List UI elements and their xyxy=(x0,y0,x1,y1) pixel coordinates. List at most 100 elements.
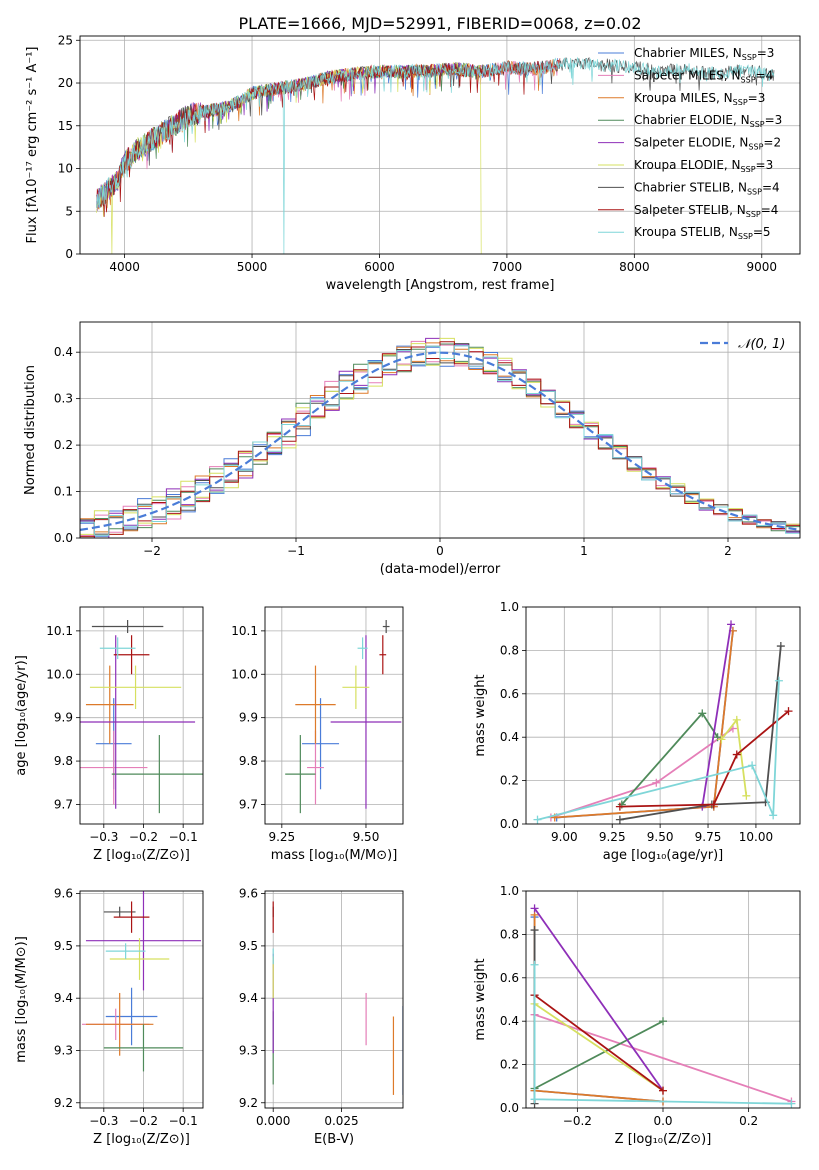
x-axis-label: mass [log₁₀(M/M⊙)] xyxy=(271,848,398,863)
plot-area xyxy=(272,901,403,1095)
legend-text: Kroupa STELIB, N xyxy=(634,225,738,239)
x-tick-label: −0.3 xyxy=(89,830,118,844)
axes-frame xyxy=(79,606,204,825)
x-tick-label: 0.0 xyxy=(653,1114,672,1128)
weight-line xyxy=(621,711,719,806)
y-tick-label: 0.8 xyxy=(500,927,519,941)
weight-line xyxy=(534,994,664,1092)
legend-label: Chabrier STELIB, NSSP=4 xyxy=(634,180,780,196)
axes-frame xyxy=(264,606,404,825)
x-tick-label: 9.25 xyxy=(268,830,295,844)
x-tick-label: −0.2 xyxy=(563,1114,592,1128)
y-tick-label: 9.6 xyxy=(54,887,73,901)
x-tick-label: 4000 xyxy=(109,260,140,274)
y-tick-label: 9.4 xyxy=(54,991,73,1005)
normal-curve xyxy=(80,351,800,531)
legend-text: Kroupa ELODIE, N xyxy=(634,158,741,172)
legend-text: Kroupa MILES, N xyxy=(634,91,733,105)
weight-marker xyxy=(530,904,539,913)
plot-area xyxy=(96,56,775,254)
legend-label: Salpeter STELIB, NSSP=4 xyxy=(634,203,778,219)
legend-text: Salpeter ELODIE, N xyxy=(634,136,748,150)
x-axis-label: wavelength [Angstrom, rest frame] xyxy=(326,278,555,293)
y-tick-label: 1.0 xyxy=(500,884,519,898)
legend-text: Salpeter STELIB, N xyxy=(634,203,746,217)
x-tick-label: 9.25 xyxy=(599,830,626,844)
residuals-axes: −2 −1 0 1 2 0.0 0.1 0.2 0.3 0.4 (data-model)/error… xyxy=(23,321,801,577)
y-tick-label: 0.2 xyxy=(54,438,73,452)
y-tick-label: 9.2 xyxy=(239,1096,258,1110)
weight-marker xyxy=(533,815,542,824)
weight-marker xyxy=(732,750,741,759)
weight_vs_Z-axes: −0.2 0.0 0.2 0.0 0.2 0.4 0.6 0.8 1.0 Z [log₁₀(Z/Z… xyxy=(473,884,801,1147)
weight-line xyxy=(720,717,748,796)
x-tick-label: −1 xyxy=(287,544,305,558)
x-tick-label: −0.2 xyxy=(129,830,158,844)
weight-marker xyxy=(776,642,785,651)
legend-subscript: SSP xyxy=(741,165,756,174)
weight-line xyxy=(534,1020,664,1090)
legend-subscript: SSP xyxy=(733,98,748,107)
weight-line xyxy=(533,914,664,1103)
axes-frame xyxy=(79,890,204,1109)
weight-marker xyxy=(784,707,793,716)
legend-label: Kroupa MILES, NSSP=3 xyxy=(634,91,765,107)
y-tick-label: 9.6 xyxy=(239,887,258,901)
legend-subscript: SSP xyxy=(748,143,763,152)
legend-text: =2 xyxy=(763,136,781,150)
x-tick-label: 5000 xyxy=(237,260,268,274)
mass_vs_ebv-axes: 0.000 0.025 9.2 9.3 9.4 9.5 9.6 E(B-V) xyxy=(239,887,404,1147)
y-tick-label: 10.0 xyxy=(46,667,73,681)
y-tick-label: 0.0 xyxy=(54,531,73,545)
x-tick-label: 6000 xyxy=(364,260,395,274)
weight-marker xyxy=(659,1086,667,1095)
x-tick-label: 10.00 xyxy=(739,830,773,844)
weight-marker xyxy=(787,1099,796,1108)
x-tick-label: −0.1 xyxy=(169,1114,198,1128)
weight_vs_age-axes: 9.00 9.25 9.50 9.75 10.00 0.0 0.2 0.4 0.6 0.8 1.0 a… xyxy=(473,600,801,863)
legend-subscript: SSP xyxy=(738,232,753,241)
x-tick-label: 0.2 xyxy=(739,1114,758,1128)
age_vs_mass-axes: 9.25 9.50 9.7 9.8 9.9 10.0 10.1 mass [log₁₀(M/M… xyxy=(231,606,404,863)
legend-text: Chabrier STELIB, N xyxy=(634,180,747,194)
weight-marker xyxy=(748,761,757,770)
weight-line xyxy=(556,630,734,819)
x-axis-label: Z [log₁₀(Z/Z⊙)] xyxy=(615,1132,712,1147)
plot-area xyxy=(285,620,402,814)
legend-text: =4 xyxy=(756,68,774,82)
legend-subscript: SSP xyxy=(742,53,757,62)
legend-text: =5 xyxy=(753,225,771,239)
weight-marker xyxy=(530,1095,539,1104)
y-tick-label: 9.5 xyxy=(239,939,258,953)
legend-subscript: SSP xyxy=(741,75,756,84)
y-axis-label: age [log₁₀(age/yr)] xyxy=(14,655,29,776)
histogram-8 xyxy=(80,345,800,538)
weight-line xyxy=(537,680,780,821)
y-tick-label: 0.8 xyxy=(500,643,519,657)
legend-label: Chabrier MILES, NSSP=3 xyxy=(634,46,774,62)
y-tick-label: 10.1 xyxy=(46,624,73,638)
x-tick-label: 1 xyxy=(580,544,588,558)
legend-text: =4 xyxy=(762,180,780,194)
axes-frame xyxy=(525,890,801,1109)
x-tick-label: −2 xyxy=(143,544,161,558)
x-tick-label: 9000 xyxy=(746,260,777,274)
y-tick-label: 5 xyxy=(65,204,73,218)
legend-label: Salpeter ELODIE, NSSP=2 xyxy=(634,136,781,152)
y-tick-label: 10.1 xyxy=(231,624,258,638)
weight-marker xyxy=(530,960,539,969)
y-tick-label: 15 xyxy=(58,119,73,133)
axes-frame xyxy=(79,321,801,539)
plot-area xyxy=(530,904,796,1108)
y-tick-label: 10 xyxy=(58,162,73,176)
y-tick-label: 9.8 xyxy=(239,754,258,768)
x-axis-label: Z [log₁₀(Z/Z⊙)] xyxy=(93,1132,190,1147)
y-axis-label: Normed distribution xyxy=(23,365,38,495)
y-tick-label: 0.4 xyxy=(54,345,73,359)
legend-text: Salpeter MILES, N xyxy=(634,68,741,82)
y-tick-label: 0.2 xyxy=(500,774,519,788)
age_vs_Z-axes: −0.3 −0.2 −0.1 9.7 9.8 9.9 10.0 10.1 Z [log₁₀(Z/… xyxy=(14,606,204,863)
y-tick-label: 0.3 xyxy=(54,392,73,406)
weight-marker xyxy=(717,735,726,744)
legend-text: =3 xyxy=(765,113,783,127)
